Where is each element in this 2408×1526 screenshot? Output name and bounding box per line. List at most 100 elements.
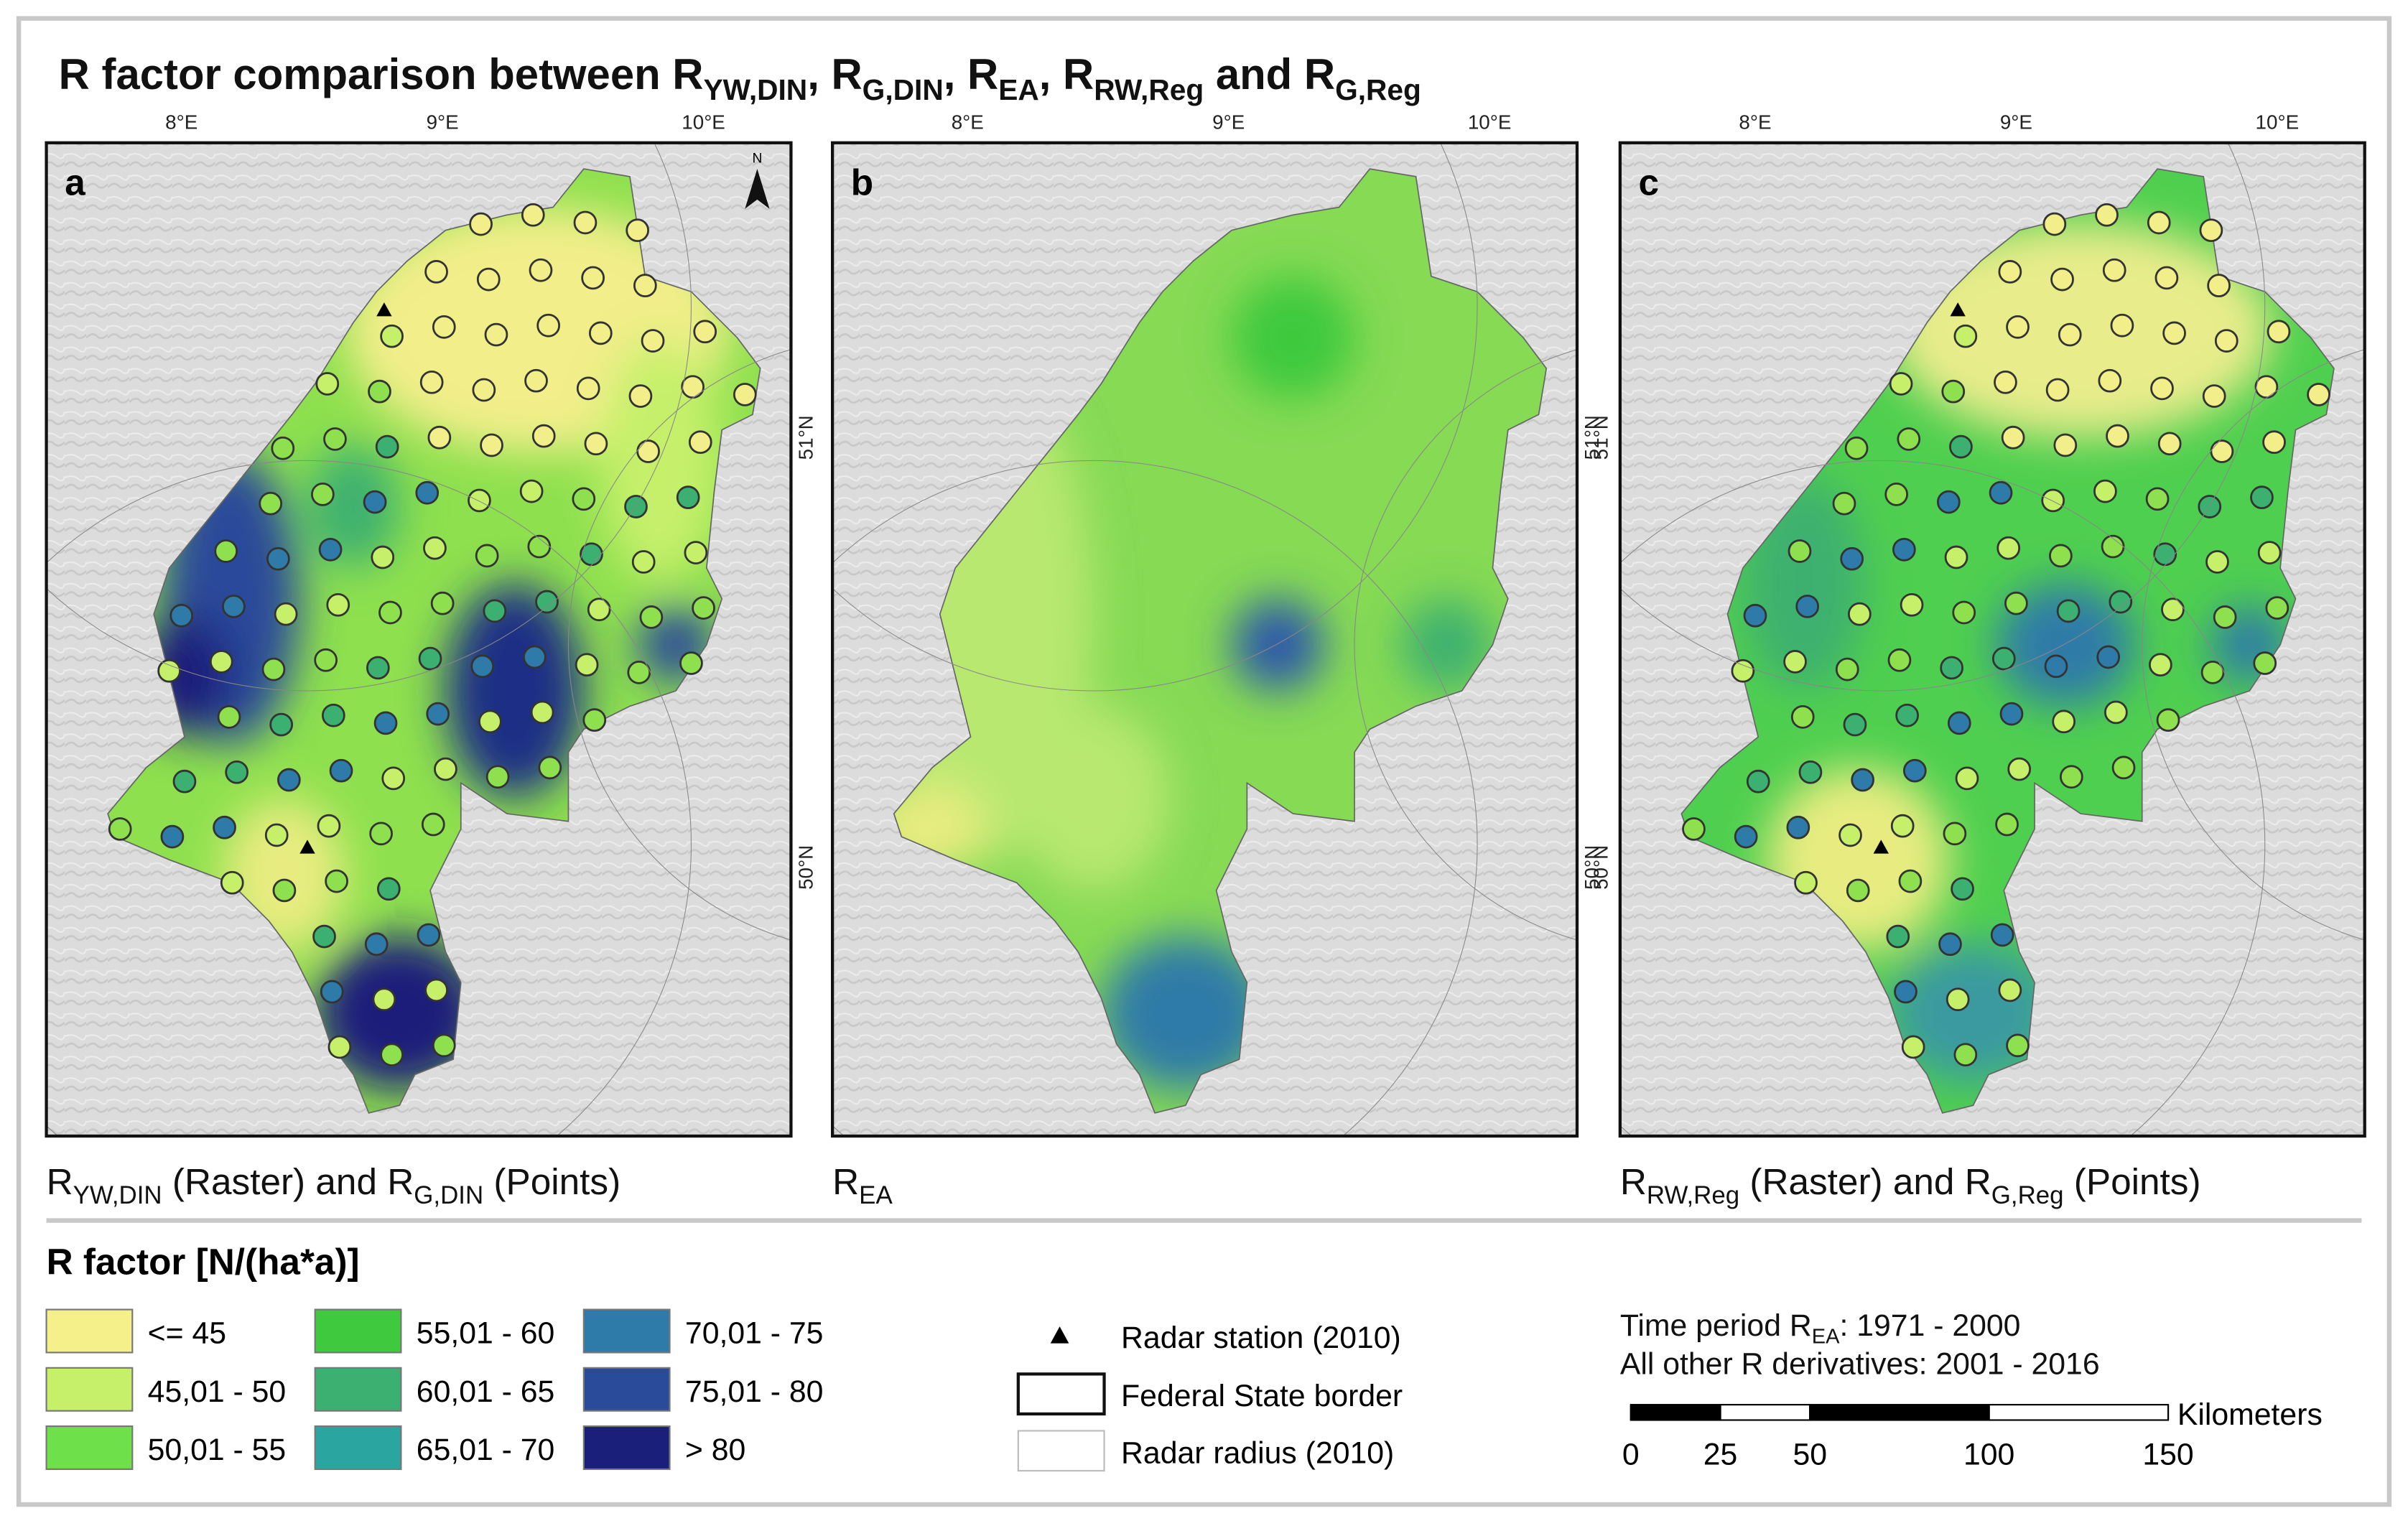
station-point [1843, 712, 1867, 737]
legend-radar-symbol [1050, 1326, 1069, 1344]
station-point [2053, 433, 2078, 457]
station-point [424, 260, 448, 284]
station-point [469, 212, 493, 236]
station-point [1746, 769, 1770, 794]
radar-station [1950, 302, 1966, 317]
station-point [209, 650, 233, 674]
station-point [418, 646, 442, 671]
station-point [1786, 815, 1810, 839]
station-point [468, 488, 491, 513]
station-point [1991, 646, 2016, 671]
state-border [107, 168, 761, 1114]
radar-rings [46, 142, 791, 1136]
panel-letter: c [1639, 162, 1660, 203]
station-point [1996, 536, 2021, 560]
station-point [373, 711, 398, 735]
station-point [1946, 987, 1970, 1012]
legend-label: 70,01 - 75 [685, 1316, 824, 1351]
station-point [2254, 375, 2279, 399]
station-point [1894, 980, 1917, 1004]
station-point [693, 320, 717, 344]
radar-radius [832, 142, 1478, 692]
station-point [530, 700, 554, 725]
station-point [2250, 485, 2274, 510]
station-point [314, 648, 338, 672]
panel-caption-subscript: G,DIN [414, 1181, 483, 1209]
station-point [375, 434, 399, 459]
station-point [2253, 651, 2277, 675]
panel-caption: REA [832, 1161, 893, 1209]
station-point [225, 760, 249, 784]
station-point [524, 368, 548, 393]
station-point [378, 600, 402, 625]
station-point [2154, 266, 2179, 290]
radar-radius [1354, 349, 1577, 941]
station-point [2214, 329, 2239, 353]
station-point [214, 539, 238, 563]
station-point [1734, 824, 1758, 849]
station-point [1798, 760, 1823, 784]
station-point [323, 427, 347, 451]
station-point [329, 758, 353, 783]
station-point [1998, 978, 2022, 1002]
legend-label: 65,01 - 70 [417, 1433, 555, 1467]
legend-label: 50,01 - 55 [148, 1433, 287, 1467]
longitude-label: 10°E [682, 111, 725, 134]
station-point [1940, 656, 1963, 680]
station-point [1902, 758, 1927, 783]
scale-segment [1809, 1404, 1990, 1421]
station-point [2111, 755, 2136, 780]
scale-unit: Kilometers [2177, 1397, 2323, 1432]
station-point [381, 766, 406, 791]
station-point [1955, 766, 1979, 791]
legend-label: 45,01 - 50 [148, 1374, 287, 1409]
station-point [2162, 321, 2186, 345]
note-text: All other R derivatives: 2001 - 2016 [1620, 1346, 2100, 1381]
station-point [423, 536, 447, 560]
radar-station [1873, 839, 1889, 854]
latitude-label: 51°N [1590, 415, 1612, 460]
north-arrow [745, 169, 770, 209]
station-point [1944, 545, 1968, 569]
station-point [380, 1043, 404, 1067]
station-point [371, 545, 395, 569]
station-point [1783, 650, 1807, 674]
longitude-label: 9°E [427, 111, 459, 134]
station-point [1947, 711, 1971, 735]
longitude-label: 8°E [165, 111, 197, 134]
station-point [2058, 322, 2082, 347]
title-subscript: G,DIN [863, 73, 944, 106]
radar-rings [1619, 142, 2365, 1136]
station-point [631, 550, 656, 574]
station-point [2199, 218, 2223, 243]
station-point [1731, 659, 1755, 683]
station-point [626, 218, 649, 243]
station-point [2109, 590, 2133, 614]
station-point [1847, 602, 1872, 626]
panel-letter: b [851, 162, 873, 203]
station-point [2006, 1033, 2030, 1058]
station-point [1890, 814, 1915, 838]
station-point [430, 591, 455, 615]
legend-swatch [45, 1308, 134, 1354]
station-point [272, 878, 297, 903]
station-point [483, 599, 507, 623]
station-point [538, 755, 562, 780]
station-point [2198, 495, 2222, 518]
station-point [679, 651, 703, 675]
station-point [2307, 383, 2330, 406]
station-point [1790, 705, 1815, 729]
state-border [893, 168, 1548, 1114]
legend-swatch [314, 1367, 402, 1412]
station-point [573, 210, 598, 235]
station-point [1892, 537, 1916, 562]
map-frame [1618, 141, 2366, 1138]
legend-label: > 80 [685, 1433, 745, 1467]
station-point [2049, 544, 2073, 568]
station-point [1941, 379, 1966, 404]
north-label: N [752, 152, 762, 167]
station-point [1938, 932, 1962, 957]
station-point [1851, 768, 1874, 792]
station-point [2104, 700, 2128, 725]
scale-segment [1630, 1404, 1721, 1421]
